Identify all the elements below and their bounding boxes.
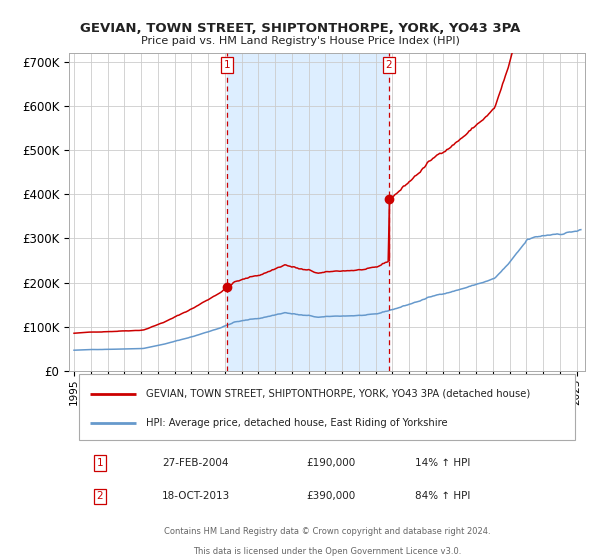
- Text: 2: 2: [386, 60, 392, 70]
- Text: 27-FEB-2004: 27-FEB-2004: [162, 458, 229, 468]
- Text: £390,000: £390,000: [307, 492, 356, 501]
- Text: GEVIAN, TOWN STREET, SHIPTONTHORPE, YORK, YO43 3PA: GEVIAN, TOWN STREET, SHIPTONTHORPE, YORK…: [80, 22, 520, 35]
- Text: Contains HM Land Registry data © Crown copyright and database right 2024.: Contains HM Land Registry data © Crown c…: [164, 527, 490, 536]
- Text: Price paid vs. HM Land Registry's House Price Index (HPI): Price paid vs. HM Land Registry's House …: [140, 36, 460, 46]
- Text: 2: 2: [97, 492, 103, 501]
- FancyBboxPatch shape: [79, 374, 575, 440]
- Text: HPI: Average price, detached house, East Riding of Yorkshire: HPI: Average price, detached house, East…: [146, 418, 448, 428]
- Text: £190,000: £190,000: [307, 458, 356, 468]
- Text: 1: 1: [97, 458, 103, 468]
- Bar: [227, 53, 389, 371]
- Text: GEVIAN, TOWN STREET, SHIPTONTHORPE, YORK, YO43 3PA (detached house): GEVIAN, TOWN STREET, SHIPTONTHORPE, YORK…: [146, 389, 530, 399]
- Text: 18-OCT-2013: 18-OCT-2013: [162, 492, 230, 501]
- Text: This data is licensed under the Open Government Licence v3.0.: This data is licensed under the Open Gov…: [193, 547, 461, 556]
- Text: 14% ↑ HPI: 14% ↑ HPI: [415, 458, 470, 468]
- Text: 84% ↑ HPI: 84% ↑ HPI: [415, 492, 470, 501]
- Text: 1: 1: [224, 60, 230, 70]
